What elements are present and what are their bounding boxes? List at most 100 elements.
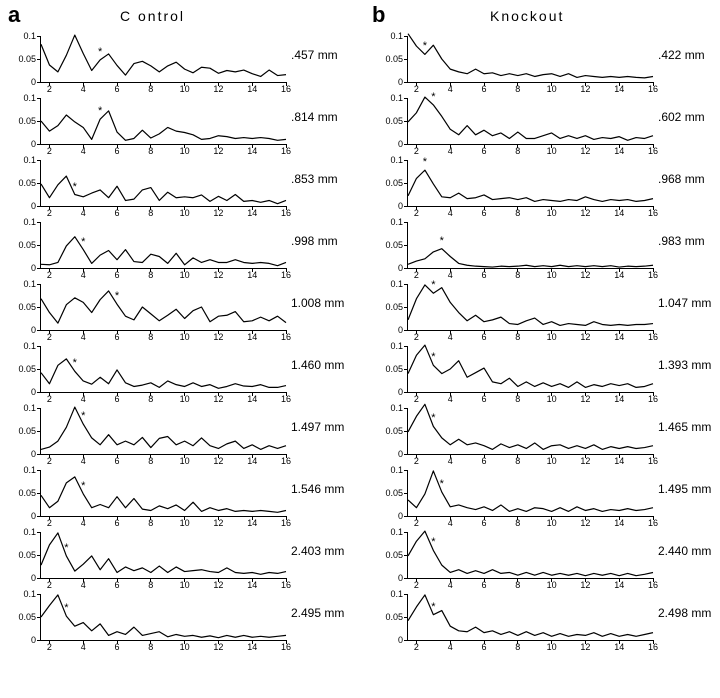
chart-row: 1.393 mm 00.050.1246810121416* bbox=[372, 340, 720, 402]
right-label: 1.460 mm bbox=[291, 358, 344, 372]
line-series bbox=[41, 470, 286, 516]
plot-area: 00.050.1246810121416* bbox=[407, 532, 653, 579]
y-tick-label: 0.1 bbox=[23, 155, 36, 165]
plot-area: 00.050.1246810121416* bbox=[40, 408, 286, 455]
star-marker: * bbox=[81, 481, 85, 492]
y-tick-label: 0.1 bbox=[23, 31, 36, 41]
line-series bbox=[41, 98, 286, 144]
star-marker: * bbox=[115, 291, 119, 302]
star-marker: * bbox=[431, 280, 435, 291]
y-tick-label: 0.1 bbox=[390, 155, 403, 165]
y-tick-label: 0.1 bbox=[23, 465, 36, 475]
chart-row: 1.497 mm 00.050.1246810121416* bbox=[5, 402, 355, 464]
y-tick-label: 0.05 bbox=[385, 612, 403, 622]
chart-row: .602 mm00.050.1246810121416* bbox=[372, 92, 720, 154]
plot-area: 00.050.1246810121416* bbox=[407, 346, 653, 393]
star-marker: * bbox=[440, 236, 444, 247]
star-marker: * bbox=[98, 47, 102, 58]
y-tick-label: 0.05 bbox=[385, 178, 403, 188]
chart-row: .814 mm00.050.1246810121416* bbox=[5, 92, 355, 154]
plot-area: 00.050.1246810121416* bbox=[40, 36, 286, 83]
y-tick-label: 0.1 bbox=[23, 279, 36, 289]
x-tick-label: 12 bbox=[213, 642, 223, 652]
y-tick-label: 0 bbox=[31, 201, 36, 211]
right-label: 1.497 mm bbox=[291, 420, 344, 434]
y-tick-label: 0.05 bbox=[18, 488, 36, 498]
chart-row: 2.498 mm00.050.1246810121416* bbox=[372, 588, 720, 650]
star-marker: * bbox=[81, 411, 85, 422]
y-tick-label: 0.1 bbox=[390, 93, 403, 103]
line-series bbox=[41, 284, 286, 330]
chart-row: 1.546 mm 00.050.1246810121416* bbox=[5, 464, 355, 526]
chart-row: 1.495 mm00.050.1246810121416* bbox=[372, 464, 720, 526]
x-tick-label: 14 bbox=[614, 642, 624, 652]
right-label: 1.546 mm bbox=[291, 482, 344, 496]
y-tick-label: 0.05 bbox=[385, 54, 403, 64]
y-tick-label: 0.1 bbox=[390, 341, 403, 351]
figure: a C ontrol b Knockout .457 mm00.050.1246… bbox=[0, 0, 720, 698]
plot-area: 00.050.1246810121416* bbox=[40, 346, 286, 393]
line-series bbox=[408, 98, 653, 144]
star-marker: * bbox=[64, 603, 68, 614]
chart-row: 2.495 mm00.050.1246810121416* bbox=[5, 588, 355, 650]
y-tick-label: 0.05 bbox=[18, 302, 36, 312]
y-tick-label: 0 bbox=[398, 573, 403, 583]
chart-row: 2.440 mm 00.050.1246810121416* bbox=[372, 526, 720, 588]
y-tick-label: 0.1 bbox=[23, 589, 36, 599]
plot-area: 00.050.1246810121416* bbox=[407, 160, 653, 207]
x-tick-label: 16 bbox=[281, 642, 291, 652]
chart-row: 1.008 mm00.050.1246810121416* bbox=[5, 278, 355, 340]
y-tick-label: 0 bbox=[398, 325, 403, 335]
line-series bbox=[41, 346, 286, 392]
y-tick-label: 0.05 bbox=[385, 302, 403, 312]
plot-area: 00.050.1246810121416* bbox=[40, 222, 286, 269]
right-label: 1.465 mm bbox=[658, 420, 711, 434]
y-tick-label: 0.1 bbox=[390, 31, 403, 41]
y-tick-label: 0.05 bbox=[18, 364, 36, 374]
right-label: 2.440 mm bbox=[658, 544, 711, 558]
plot-area: 00.050.1246810121416* bbox=[407, 408, 653, 455]
right-label: .983 mm bbox=[658, 234, 705, 248]
line-series bbox=[41, 532, 286, 578]
plot-area: 00.050.1246810121416* bbox=[407, 284, 653, 331]
y-tick-label: 0.05 bbox=[18, 550, 36, 560]
y-tick-label: 0.05 bbox=[18, 178, 36, 188]
y-tick-label: 0 bbox=[31, 387, 36, 397]
y-tick-label: 0.1 bbox=[23, 93, 36, 103]
right-label: .422 mm bbox=[658, 48, 705, 62]
x-tick-label: 6 bbox=[482, 642, 487, 652]
y-tick-label: 0.05 bbox=[385, 426, 403, 436]
star-marker: * bbox=[423, 41, 427, 52]
plot-area: 00.050.1246810121416* bbox=[40, 532, 286, 579]
x-tick-label: 16 bbox=[648, 642, 658, 652]
right-label: .457 mm bbox=[291, 48, 338, 62]
y-tick-label: 0 bbox=[398, 201, 403, 211]
line-series bbox=[408, 594, 653, 640]
y-tick-label: 0.05 bbox=[385, 488, 403, 498]
star-marker: * bbox=[431, 92, 435, 103]
plot-area: 00.050.1246810121416* bbox=[40, 594, 286, 641]
x-tick-label: 6 bbox=[115, 642, 120, 652]
line-series bbox=[408, 408, 653, 454]
y-tick-label: 0 bbox=[31, 139, 36, 149]
y-tick-label: 0 bbox=[398, 635, 403, 645]
right-label: 1.393 mm bbox=[658, 358, 711, 372]
panel-a-title: C ontrol bbox=[120, 8, 185, 24]
plot-area: 00.050.1246810121416* bbox=[40, 470, 286, 517]
x-tick-label: 14 bbox=[247, 642, 257, 652]
line-series bbox=[41, 222, 286, 268]
y-tick-label: 0.1 bbox=[23, 403, 36, 413]
plot-area: 00.050.1246810121416* bbox=[407, 36, 653, 83]
x-tick-label: 4 bbox=[448, 642, 453, 652]
chart-row: 2.403 mm00.050.1246810121416* bbox=[5, 526, 355, 588]
y-tick-label: 0.05 bbox=[18, 240, 36, 250]
star-marker: * bbox=[98, 106, 102, 117]
right-label: .853 mm bbox=[291, 172, 338, 186]
star-marker: * bbox=[431, 352, 435, 363]
plot-area: 00.050.1246810121416* bbox=[40, 160, 286, 207]
right-label: .968 mm bbox=[658, 172, 705, 186]
line-series bbox=[408, 470, 653, 516]
right-label: .814 mm bbox=[291, 110, 338, 124]
y-tick-label: 0 bbox=[398, 139, 403, 149]
chart-row: .422 mm 00.050.1246810121416* bbox=[372, 30, 720, 92]
